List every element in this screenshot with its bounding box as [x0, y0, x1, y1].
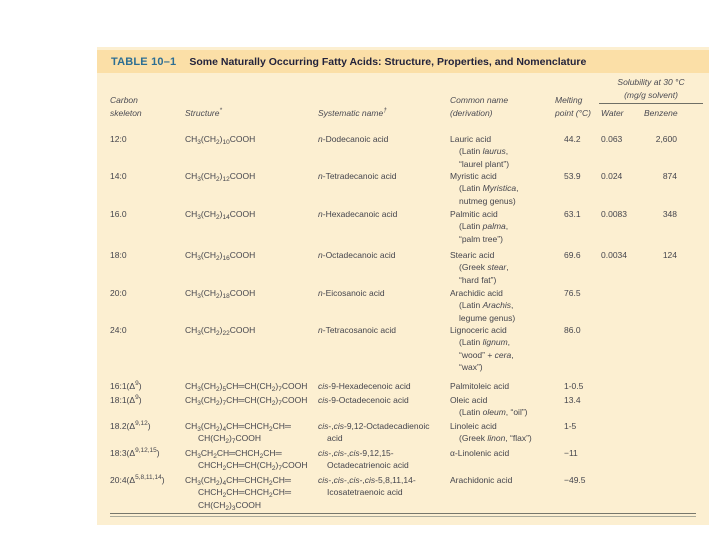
cell-solubility-benzene: 2,600 [655, 134, 677, 144]
cell-solubility-benzene: 124 [662, 250, 677, 260]
table-title: Some Naturally Occurring Fatty Acids: St… [189, 55, 587, 68]
cell-carbon-skeleton: 12:0 [110, 134, 127, 144]
cell-solubility-water: 0.063 [601, 134, 623, 144]
cell-structure: CH3(CH2)4CH═CHCH2CH═ CH(CH2)7COOH [185, 421, 291, 446]
cell-systematic-name: n-Octadecanoic acid [318, 250, 396, 260]
cell-solubility-benzene: 348 [662, 209, 677, 219]
table-title-band: TABLE 10–1 Some Naturally Occurring Fatt… [97, 50, 709, 73]
cell-carbon-skeleton: 18:1(Δ9) [110, 394, 142, 405]
cell-systematic-name: cis-,cis-9,12-Octadecadienoic acid [318, 421, 430, 444]
cell-common-name: Linoleic acid (Greek linon, “flax”) [450, 421, 532, 444]
cell-carbon-skeleton: 18:3(Δ9,12,15) [110, 447, 160, 458]
column-header-structure: Structure* [185, 106, 223, 118]
column-header-benzene: Benzene [644, 107, 678, 118]
cell-carbon-skeleton: 18.2(Δ9,12) [110, 420, 151, 431]
column-header-common-name: Common name (derivation) [450, 95, 509, 118]
cell-solubility-benzene: 874 [662, 171, 677, 181]
cell-carbon-skeleton: 18:0 [110, 250, 127, 260]
cell-carbon-skeleton: 24:0 [110, 325, 127, 335]
column-header-water: Water [601, 107, 624, 118]
cell-common-name: Stearic acid (Greek stear, “hard fat”) [450, 250, 509, 285]
cell-systematic-name: cis-,cis-,cis-,cis-5,8,11,14- Icosatetrae… [318, 475, 416, 498]
cell-systematic-name: cis-,cis-,cis-9,12,15- Octadecatrienoic a… [318, 448, 409, 471]
cell-carbon-skeleton: 20:0 [110, 288, 127, 298]
solubility-underline [599, 103, 703, 104]
cell-melting-point: 1-0.5 [564, 381, 584, 391]
cell-melting-point: 76.5 [564, 288, 581, 298]
cell-solubility-water: 0.0034 [601, 250, 627, 260]
fatty-acids-table: TABLE 10–1 Some Naturally Occurring Fatt… [97, 47, 709, 525]
cell-common-name: Palmitoleic acid [450, 381, 510, 391]
cell-solubility-water: 0.024 [601, 171, 623, 181]
cell-systematic-name: n-Tetradecanoic acid [318, 171, 397, 181]
cell-systematic-name: n-Dodecanoic acid [318, 134, 389, 144]
cell-structure: CH3(CH2)22COOH [185, 325, 256, 337]
cell-melting-point: 53.9 [564, 171, 581, 181]
cell-structure: CH3(CH2)7CH═CH(CH2)7COOH [185, 395, 308, 407]
column-header-melting-point: Melting point (°C) [555, 95, 591, 118]
cell-systematic-name: cis-9-Hexadecenoic acid [318, 381, 411, 391]
cell-carbon-skeleton: 16.0 [110, 209, 127, 219]
cell-common-name: Lignoceric acid (Latin lignum, “wood” + ce… [450, 325, 514, 373]
cell-structure: CH3(CH2)10COOH [185, 134, 256, 146]
cell-solubility-water: 0.0083 [601, 209, 627, 219]
cell-structure: CH3(CH2)5CH═CH(CH2)7COOH [185, 381, 308, 393]
cell-common-name: Oleic acid (Latin oleum, “oil”) [450, 395, 528, 418]
cell-systematic-name: n-Eicosanoic acid [318, 288, 385, 298]
cell-structure: CH3(CH2)12COOH [185, 171, 256, 183]
cell-structure: CH3(CH2)18COOH [185, 288, 256, 300]
column-header-systematic-name: Systematic name† [318, 106, 387, 118]
column-header-solubility: Solubility at 30 °C (mg/g solvent) [599, 76, 703, 104]
cell-common-name: Palmitic acid (Latin palma, “palm tree”) [450, 209, 509, 244]
table-number-label: TABLE 10–1 [111, 55, 177, 68]
cell-melting-point: −49.5 [564, 475, 586, 485]
cell-melting-point: −11 [564, 448, 578, 458]
cell-common-name: α-Linolenic acid [450, 448, 510, 458]
cell-melting-point: 86.0 [564, 325, 581, 335]
table-bottom-rule [110, 513, 696, 517]
cell-common-name: Arachidonic acid [450, 475, 513, 485]
cell-melting-point: 1-5 [564, 421, 577, 431]
cell-carbon-skeleton: 14:0 [110, 171, 127, 181]
cell-structure: CH3(CH2)14COOH [185, 209, 256, 221]
cell-carbon-skeleton: 16:1(Δ9) [110, 380, 142, 391]
cell-systematic-name: cis-9-Octadecenoic acid [318, 395, 409, 405]
cell-melting-point: 44.2 [564, 134, 581, 144]
cell-systematic-name: n-Hexadecanoic acid [318, 209, 398, 219]
cell-melting-point: 13.4 [564, 395, 581, 405]
cell-common-name: Myristic acid (Latin Myristica, nutmeg gen… [450, 171, 519, 206]
cell-melting-point: 69.6 [564, 250, 581, 260]
cell-common-name: Arachidic acid (Latin Arachis, legume genu… [450, 288, 516, 323]
table-body: 12:0 CH3(CH2)10COOH n-Dodecanoic acid Lauri… [97, 47, 709, 525]
cell-carbon-skeleton: 20:4(Δ5,8,11,14) [110, 474, 165, 485]
cell-structure: CH3CH2CH═CHCH2CH═ CHCH2CH═CH(CH2)7COOH [185, 448, 308, 473]
cell-structure: CH3(CH2)4CH═CHCH2CH═ CHCH2CH═CHCH2CH═ CH(C… [185, 475, 291, 512]
cell-melting-point: 63.1 [564, 209, 581, 219]
cell-structure: CH3(CH2)16COOH [185, 250, 256, 262]
cell-common-name: Lauric acid (Latin laurus, “laurel plant”) [450, 134, 510, 169]
cell-systematic-name: n-Tetracosanoic acid [318, 325, 396, 335]
column-header-carbon-skeleton: Carbon skeleton [110, 95, 142, 118]
